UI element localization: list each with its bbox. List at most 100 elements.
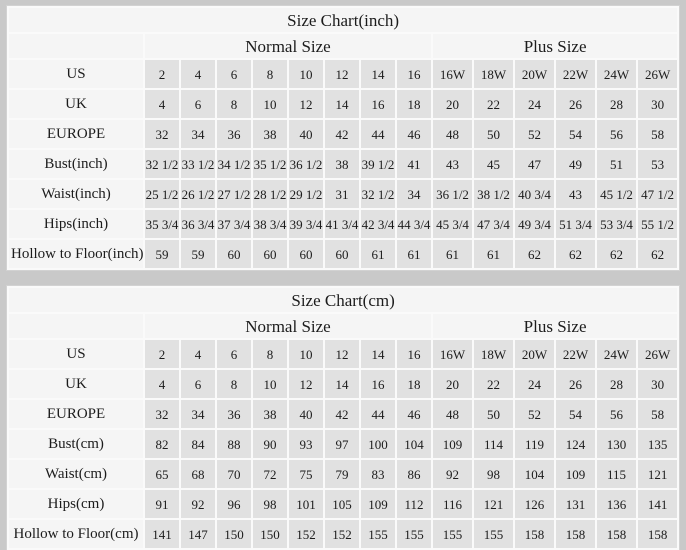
- row-label: Hips(cm): [9, 490, 143, 518]
- value-cell: 75: [289, 460, 323, 488]
- table-row: EUROPE 32 34 36 38 40 42 44 46 48 50 52 54 56 58: [9, 400, 678, 428]
- group-header-plus-size: Plus Size: [433, 34, 678, 58]
- row-label: Hips(inch): [9, 210, 143, 238]
- row-label: Hollow to Floor(cm): [9, 520, 143, 548]
- value-cell: 62: [515, 240, 554, 268]
- value-cell: 2: [145, 340, 179, 368]
- size-chart-inch-body: US 2 4 6 8 10 12 14 16 16W 18W 20W 22W 24W 26W UK 4 6 8 10 1…: [9, 60, 678, 268]
- size-chart-inch-header: Size Chart(inch) Normal Size Plus Size: [9, 8, 678, 58]
- value-cell: 6: [217, 60, 251, 88]
- value-cell: 45: [474, 150, 513, 178]
- value-cell: 121: [474, 490, 513, 518]
- value-cell: 88: [217, 430, 251, 458]
- value-cell: 20: [433, 370, 472, 398]
- value-cell: 18W: [474, 340, 513, 368]
- group-header-row: Normal Size Plus Size: [9, 314, 678, 338]
- value-cell: 22: [474, 370, 513, 398]
- value-cell: 40: [289, 400, 323, 428]
- value-cell: 53 3/4: [597, 210, 636, 238]
- value-cell: 45 3/4: [433, 210, 472, 238]
- value-cell: 36 3/4: [181, 210, 215, 238]
- value-cell: 6: [217, 340, 251, 368]
- group-header-row: Normal Size Plus Size: [9, 34, 678, 58]
- value-cell: 36 1/2: [289, 150, 323, 178]
- value-cell: 38: [325, 150, 359, 178]
- value-cell: 158: [515, 520, 554, 548]
- value-cell: 91: [145, 490, 179, 518]
- value-cell: 119: [515, 430, 554, 458]
- value-cell: 14: [361, 60, 395, 88]
- value-cell: 104: [515, 460, 554, 488]
- value-cell: 93: [289, 430, 323, 458]
- value-cell: 82: [145, 430, 179, 458]
- value-cell: 30: [638, 370, 678, 398]
- value-cell: 16: [397, 60, 431, 88]
- value-cell: 135: [638, 430, 678, 458]
- table-title: Size Chart(cm): [9, 288, 678, 312]
- value-cell: 61: [397, 240, 431, 268]
- value-cell: 60: [289, 240, 323, 268]
- value-cell: 10: [289, 340, 323, 368]
- value-cell: 33 1/2: [181, 150, 215, 178]
- value-cell: 20W: [515, 60, 554, 88]
- value-cell: 27 1/2: [217, 180, 251, 208]
- value-cell: 38: [253, 120, 287, 148]
- row-label: UK: [9, 90, 143, 118]
- value-cell: 16W: [433, 340, 472, 368]
- value-cell: 32 1/2: [145, 150, 179, 178]
- value-cell: 22W: [556, 340, 595, 368]
- value-cell: 92: [433, 460, 472, 488]
- value-cell: 22: [474, 90, 513, 118]
- value-cell: 61: [361, 240, 395, 268]
- value-cell: 60: [253, 240, 287, 268]
- value-cell: 16W: [433, 60, 472, 88]
- value-cell: 2: [145, 60, 179, 88]
- group-header-normal-size: Normal Size: [145, 34, 431, 58]
- value-cell: 58: [638, 400, 678, 428]
- value-cell: 98: [253, 490, 287, 518]
- value-cell: 50: [474, 120, 513, 148]
- value-cell: 48: [433, 400, 472, 428]
- value-cell: 10: [253, 90, 287, 118]
- value-cell: 62: [638, 240, 678, 268]
- value-cell: 22W: [556, 60, 595, 88]
- value-cell: 12: [325, 60, 359, 88]
- value-cell: 158: [597, 520, 636, 548]
- table-row: UK 4 6 8 10 12 14 16 18 20 22 24 26 28 30: [9, 90, 678, 118]
- value-cell: 121: [638, 460, 678, 488]
- value-cell: 155: [397, 520, 431, 548]
- row-label: US: [9, 60, 143, 88]
- value-cell: 44: [361, 120, 395, 148]
- group-header-normal-size: Normal Size: [145, 314, 431, 338]
- value-cell: 84: [181, 430, 215, 458]
- value-cell: 54: [556, 400, 595, 428]
- value-cell: 158: [638, 520, 678, 548]
- value-cell: 92: [181, 490, 215, 518]
- row-label: EUROPE: [9, 120, 143, 148]
- value-cell: 36 1/2: [433, 180, 472, 208]
- value-cell: 55 1/2: [638, 210, 678, 238]
- value-cell: 116: [433, 490, 472, 518]
- value-cell: 32: [145, 400, 179, 428]
- value-cell: 79: [325, 460, 359, 488]
- value-cell: 141: [638, 490, 678, 518]
- value-cell: 30: [638, 90, 678, 118]
- value-cell: 70: [217, 460, 251, 488]
- value-cell: 43: [433, 150, 472, 178]
- value-cell: 35 3/4: [145, 210, 179, 238]
- value-cell: 48: [433, 120, 472, 148]
- value-cell: 60: [325, 240, 359, 268]
- value-cell: 58: [638, 120, 678, 148]
- value-cell: 25 1/2: [145, 180, 179, 208]
- value-cell: 12: [289, 370, 323, 398]
- table-row: Waist(cm) 65 68 70 72 75 79 83 86 92 98 104 109 115 12…: [9, 460, 678, 488]
- value-cell: 40: [289, 120, 323, 148]
- value-cell: 35 1/2: [253, 150, 287, 178]
- value-cell: 26W: [638, 340, 678, 368]
- value-cell: 16: [361, 90, 395, 118]
- value-cell: 45 1/2: [597, 180, 636, 208]
- value-cell: 50: [474, 400, 513, 428]
- table-row: Bust(inch) 32 1/2 33 1/2 34 1/2 35 1/2 36 1/2…: [9, 150, 678, 178]
- value-cell: 105: [325, 490, 359, 518]
- value-cell: 41: [397, 150, 431, 178]
